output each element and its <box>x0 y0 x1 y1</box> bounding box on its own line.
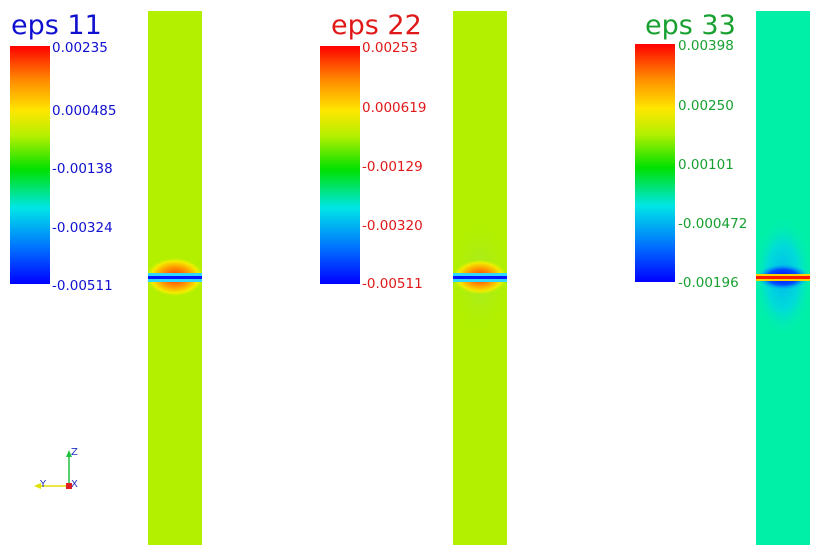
panel-2-tick-5: -0.00511 <box>362 276 423 292</box>
panel-1-tick-5: -0.00511 <box>52 278 113 294</box>
panel-3-strain-field <box>756 11 810 545</box>
z-axis-label: Z <box>71 447 78 458</box>
x-axis-label: X <box>71 479 78 490</box>
panel-3-tick-2: 0.00250 <box>678 98 734 114</box>
panel-1-title: eps 11 <box>11 10 102 41</box>
panel-3-tick-3: 0.00101 <box>678 157 734 173</box>
panel-3-tick-1: 0.00398 <box>678 38 734 54</box>
panel-1-tick-3: -0.00138 <box>52 161 113 177</box>
panel-1-strain-field <box>148 11 202 545</box>
panel-3-title: eps 33 <box>645 10 736 41</box>
panel-2-strain-field <box>453 11 507 545</box>
panel-2-tick-3: -0.00129 <box>362 159 423 175</box>
panel-3-tick-5: -0.00196 <box>678 275 739 291</box>
panel-1-colorbar <box>10 46 50 284</box>
panel-3-tick-4: -0.000472 <box>678 216 748 232</box>
panel-2-tick-2: 0.000619 <box>362 100 427 116</box>
panel-3-colorbar <box>635 44 675 282</box>
panel-2-tick-4: -0.00320 <box>362 218 423 234</box>
panel-1-tick-2: 0.000485 <box>52 103 117 119</box>
y-axis-label: Y <box>40 479 47 490</box>
panel-1-tick-1: 0.00235 <box>52 40 108 56</box>
axes-orientation-triad <box>34 450 72 489</box>
panel-1-tick-4: -0.00324 <box>52 220 113 236</box>
panel-2-title: eps 22 <box>331 10 422 41</box>
panel-2-colorbar <box>320 46 360 284</box>
panel-2-tick-1: 0.00253 <box>362 40 418 56</box>
